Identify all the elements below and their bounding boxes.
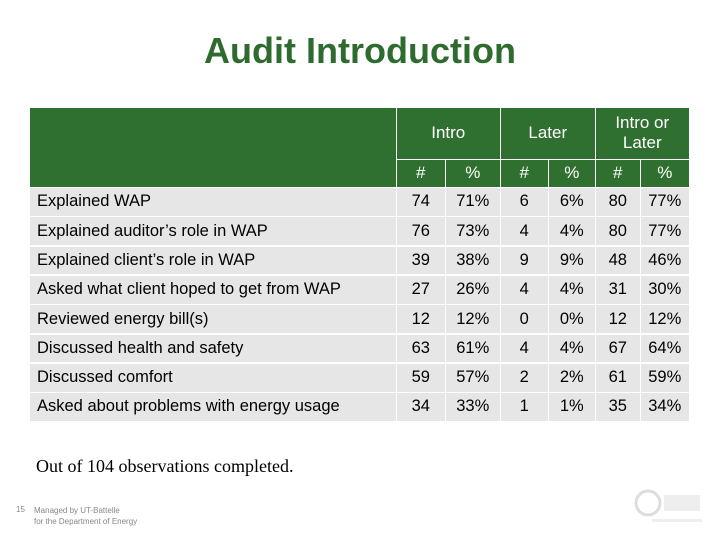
- table-cell: 77%: [641, 217, 689, 246]
- table-cell: 0%: [549, 305, 595, 333]
- table-cell: 57%: [446, 363, 500, 392]
- row-label: Explained client’s role in WAP: [30, 246, 396, 275]
- table-cell: 12: [397, 305, 445, 333]
- group-header: Intro: [397, 108, 500, 159]
- row-label: Asked what client hoped to get from WAP: [30, 275, 396, 304]
- table-cell: 80: [596, 188, 640, 216]
- table-cell: 27: [397, 275, 445, 304]
- table-cell: 80: [596, 217, 640, 246]
- footer-line: for the Department of Energy: [34, 517, 138, 526]
- table-cell: 9: [501, 246, 548, 275]
- table-cell: 59: [397, 363, 445, 392]
- table-cell: 12: [596, 305, 640, 333]
- table-cell: 71%: [446, 188, 500, 216]
- table-cell: 4%: [549, 217, 595, 246]
- table-cell: 38%: [446, 246, 500, 275]
- table-cell: 12%: [446, 305, 500, 333]
- group-header: Later: [501, 108, 595, 159]
- table-cell: 6: [501, 188, 548, 216]
- note: Out of 104 observations completed.: [36, 456, 294, 476]
- table-cell: 31: [596, 275, 640, 304]
- table-cell: 2%: [549, 363, 595, 392]
- table-cell: 33%: [446, 393, 500, 421]
- table-cell: 9%: [549, 246, 595, 275]
- slide-title: Audit Introduction: [204, 30, 516, 71]
- page-number: 15: [16, 505, 25, 514]
- table-cell: 26%: [446, 275, 500, 304]
- table-cell: 12%: [641, 305, 689, 333]
- table-cell: 73%: [446, 217, 500, 246]
- table-cell: 35: [596, 393, 640, 421]
- table-cell: 2: [501, 363, 548, 392]
- table-cell: 48: [596, 246, 640, 275]
- table-cell: 4: [501, 275, 548, 304]
- table-cell: 46%: [641, 246, 689, 275]
- table-cell: 1: [501, 393, 548, 421]
- row-label: Discussed health and safety: [30, 334, 396, 363]
- row-label: Discussed comfort: [30, 363, 396, 392]
- sub-header: %: [641, 160, 689, 187]
- table-cell: 30%: [641, 275, 689, 304]
- logo: [634, 489, 702, 522]
- sub-header: #: [397, 160, 445, 187]
- header-corner: [30, 108, 396, 187]
- sub-header: %: [446, 160, 500, 187]
- row-label: Reviewed energy bill(s): [30, 305, 396, 333]
- table-cell: 77%: [641, 188, 689, 216]
- row-label: Explained WAP: [30, 188, 396, 216]
- table-cell: 61: [596, 363, 640, 392]
- table-cell: 4%: [549, 275, 595, 304]
- group-header: Intro or Later: [596, 108, 689, 159]
- table-cell: 64%: [641, 334, 689, 363]
- table-cell: 4: [501, 334, 548, 363]
- sub-header: #: [501, 160, 548, 187]
- table-cell: 6%: [549, 188, 595, 216]
- table-cell: 59%: [641, 363, 689, 392]
- table-cell: 4: [501, 217, 548, 246]
- table-cell: 34: [397, 393, 445, 421]
- sub-header: #: [596, 160, 640, 187]
- row-label: Asked about problems with energy usage: [30, 393, 396, 421]
- table-cell: 74: [397, 188, 445, 216]
- table-cell: 0: [501, 305, 548, 333]
- table-cell: 63: [397, 334, 445, 363]
- table-cell: 34%: [641, 393, 689, 421]
- footer-line: Managed by UT-Battelle: [34, 506, 120, 515]
- table-cell: 61%: [446, 334, 500, 363]
- row-label: Explained auditor’s role in WAP: [30, 217, 396, 246]
- table-cell: 76: [397, 217, 445, 246]
- sub-header: %: [549, 160, 595, 187]
- table-cell: 39: [397, 246, 445, 275]
- table-cell: 1%: [549, 393, 595, 421]
- table-cell: 4%: [549, 334, 595, 363]
- table-cell: 67: [596, 334, 640, 363]
